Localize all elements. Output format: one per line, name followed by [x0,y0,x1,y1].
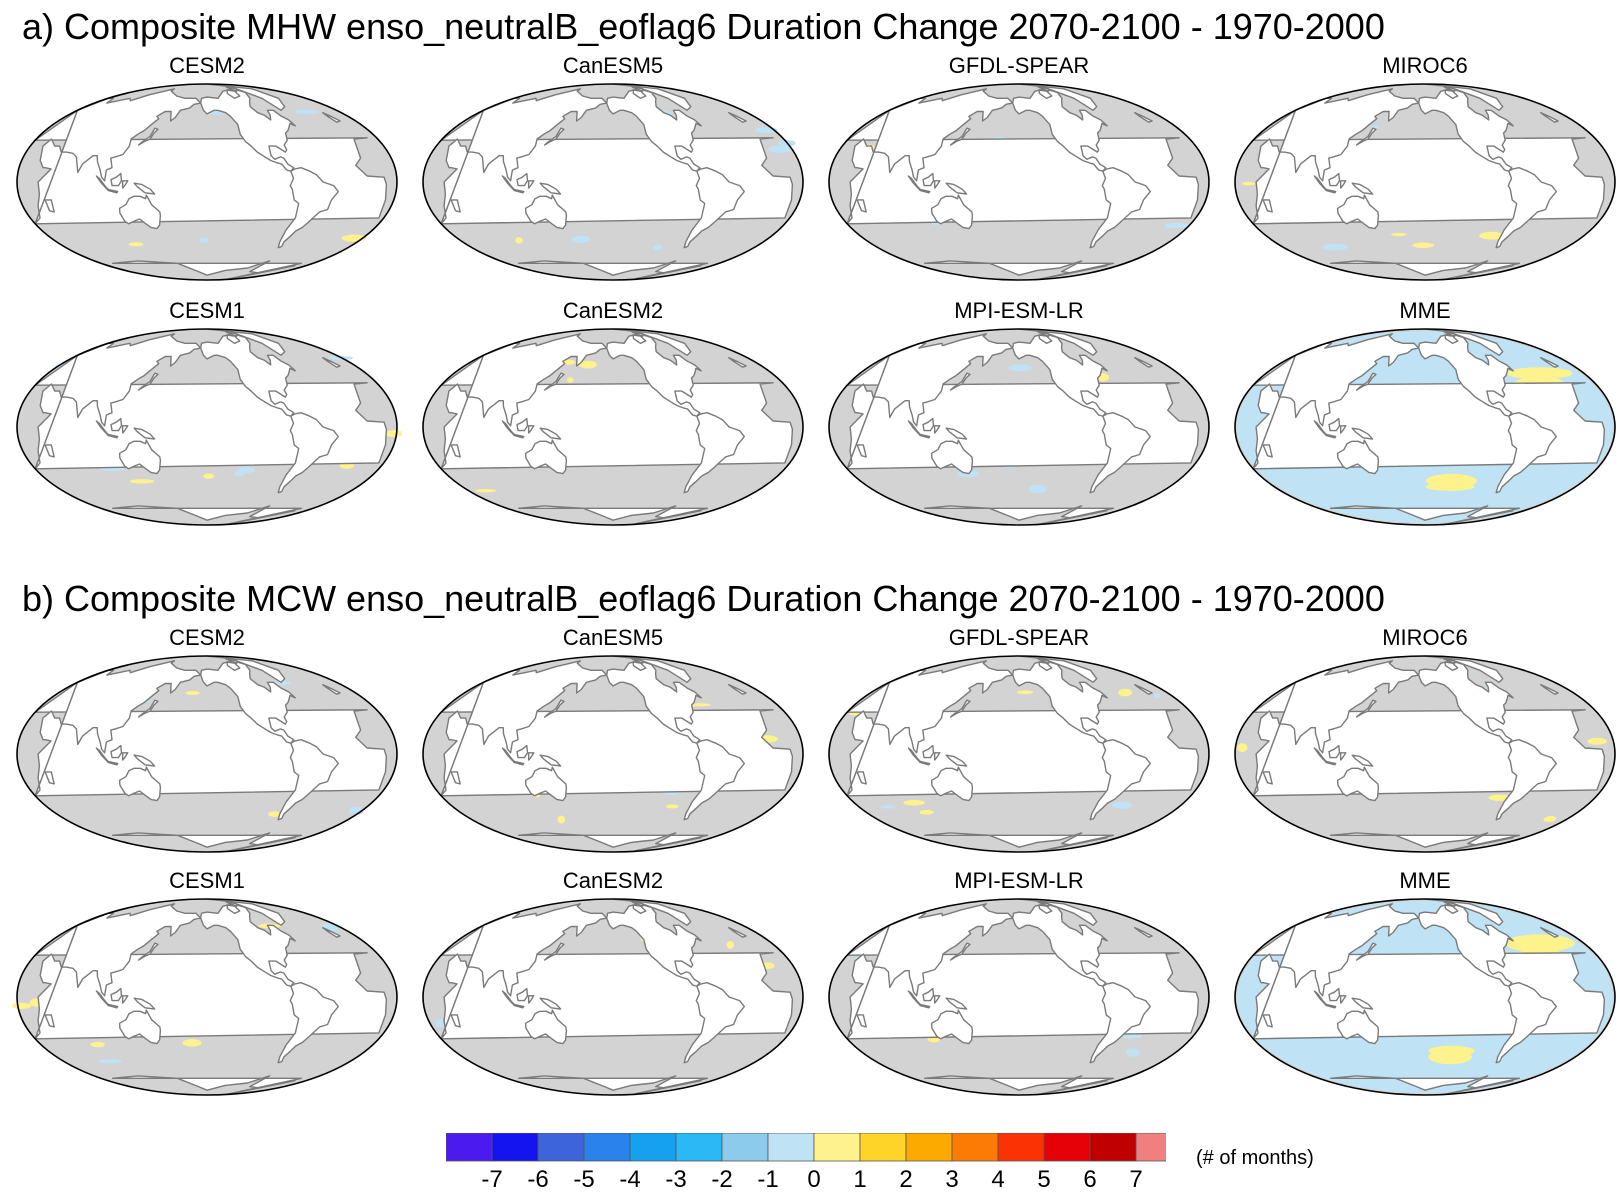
colorbar-swatch [859,1133,907,1162]
panel-model-title: CanESM5 [562,625,664,650]
world-map [12,653,402,855]
world-map [1230,896,1620,1098]
panel-model-title: CESM1 [169,868,245,893]
map-panel: CanESM52% [418,53,808,283]
colorbar-tick-label: 3 [945,1166,958,1193]
map-panel: CanESM21% [418,868,808,1098]
map-panel: MME6% [1230,298,1620,528]
world-map [1230,81,1620,283]
colorbar-tick-label: 2 [899,1166,912,1193]
colorbar-swatch [1089,1133,1137,1162]
map-panel: CESM13% [12,298,402,528]
world-map [12,326,402,528]
colorbar-unit-label: (# of months) [1196,1147,1314,1169]
map-panel: MPI-ESM-LR6% [824,868,1214,1098]
panel-model-title: CanESM5 [562,53,664,78]
colorbar-tick-label: -6 [527,1166,548,1193]
section-b-title: b) Composite MCW enso_neutralB_eoflag6 D… [22,578,1385,619]
world-map [824,81,1214,283]
colorbar-tick-label: 4 [991,1166,1004,1193]
colorbar-swatch [951,1133,999,1162]
world-map [824,896,1214,1098]
map-panel: MIROC63% [1230,53,1620,283]
world-map [418,653,808,855]
panel-model-title: MIROC6 [1382,53,1468,78]
world-map [12,81,402,283]
colorbar-swatch [721,1133,769,1162]
panel-model-title: MIROC6 [1382,625,1468,650]
colorbar-tick-label: 5 [1037,1166,1050,1193]
world-map [824,653,1214,855]
colorbar-tick-label: -2 [711,1166,732,1193]
panel-model-title: CESM1 [169,298,245,323]
colorbar-tick-label: -7 [481,1166,502,1193]
panel-model-title: CanESM2 [562,868,664,893]
colorbar-swatch [491,1133,539,1162]
map-panel: CESM218% [12,625,402,855]
world-map [12,896,402,1098]
colorbar-swatch [813,1133,861,1162]
colorbar-tick-label: -3 [665,1166,686,1193]
colorbar-tick-label: 1 [853,1166,866,1193]
colorbar-swatch [537,1133,585,1162]
map-panel: CESM214% [12,53,402,283]
map-panel: CanESM53% [418,625,808,855]
panel-model-title: MME [1399,868,1451,893]
panel-model-title: MME [1399,298,1451,323]
colorbar-swatch [583,1133,631,1162]
colorbar-swatch [905,1133,953,1162]
colorbar-tick-label: -1 [757,1166,778,1193]
colorbar-tick-label: 6 [1083,1166,1096,1193]
colorbar-swatch [1135,1133,1166,1162]
panel-model-title: CanESM2 [562,298,664,323]
world-map [824,326,1214,528]
panel-model-title: GFDL-SPEAR [948,625,1090,650]
panel-model-title: CESM2 [169,625,245,650]
colorbar-tick-label: -4 [619,1166,640,1193]
colorbar-swatch [675,1133,723,1162]
map-panel: GFDL-SPEAR0% [824,625,1214,855]
map-panel: CanESM21% [418,298,808,528]
map-panel: CESM13% [12,868,402,1098]
panel-model-title: CESM2 [169,53,245,78]
map-panel: MPI-ESM-LR5% [824,298,1214,528]
world-map [418,326,808,528]
colorbar-swatch [997,1133,1045,1162]
panel-model-title: MPI-ESM-LR [954,868,1084,893]
colorbar-tick-label: -5 [573,1166,594,1193]
map-panel: GFDL-SPEAR--% [824,53,1214,283]
map-panel: MIROC64% [1230,625,1620,855]
section-a-title: a) Composite MHW enso_neutralB_eoflag6 D… [22,6,1385,47]
colorbar: -7 -6 -5 -4 -3 -2 -1 0 1 2 3 4 5 6 7 [446,1133,1166,1193]
world-map [418,896,808,1098]
colorbar-tick-label: 0 [807,1166,820,1193]
colorbar-swatch [1043,1133,1091,1162]
map-panel: MME6% [1230,868,1620,1098]
world-map [1230,326,1620,528]
colorbar-swatch [446,1133,493,1162]
panel-model-title: GFDL-SPEAR [948,53,1090,78]
world-map [418,81,808,283]
colorbar-swatch [629,1133,677,1162]
colorbar-swatch [767,1133,815,1162]
world-map [1230,653,1620,855]
colorbar-tick-label: 7 [1129,1166,1142,1193]
panel-model-title: MPI-ESM-LR [954,298,1084,323]
